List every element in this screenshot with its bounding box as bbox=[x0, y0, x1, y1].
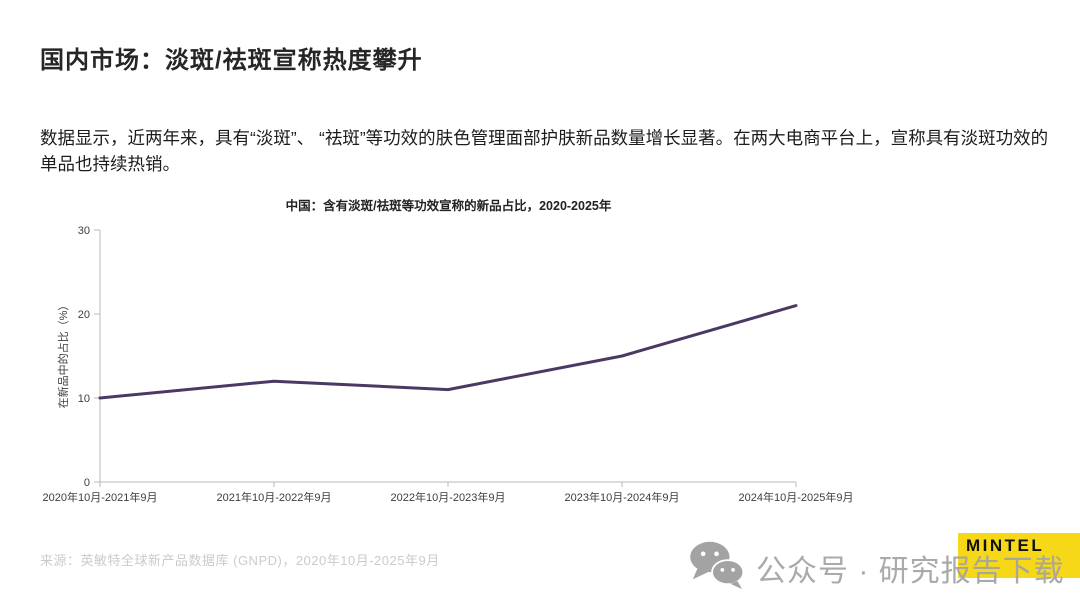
svg-text:2020年10月-2021年9月: 2020年10月-2021年9月 bbox=[43, 490, 158, 504]
svg-text:20: 20 bbox=[78, 309, 90, 321]
svg-text:2023年10月-2024年9月: 2023年10月-2024年9月 bbox=[565, 490, 680, 504]
page-title: 国内市场：淡斑/祛斑宣称热度攀升 bbox=[40, 47, 423, 74]
mintel-logo: MINTEL bbox=[958, 533, 1080, 578]
mintel-wordmark: MINTEL bbox=[966, 536, 1045, 555]
chart-title: 中国：含有淡斑/祛斑等功效宣称的新品占比，2020-2025年 bbox=[285, 199, 612, 213]
body-paragraph: 数据显示，近两年来，具有“淡斑”、 “祛斑”等功效的肤色管理面部护肤新品数量增长… bbox=[40, 128, 1049, 174]
svg-text:0: 0 bbox=[84, 477, 90, 489]
source-note: 来源：英敏特全球新产品数据库 (GNPD)，2020年10月-2025年9月 bbox=[40, 553, 440, 568]
svg-text:2022年10月-2023年9月: 2022年10月-2023年9月 bbox=[391, 490, 506, 504]
watermark-text: 公众号 · 研究报告下载 bbox=[756, 554, 1065, 588]
watermark: 公众号 · 研究报告下载 bbox=[688, 540, 1065, 595]
svg-text:2021年10月-2022年9月: 2021年10月-2022年9月 bbox=[217, 490, 332, 504]
svg-text:10: 10 bbox=[78, 393, 90, 405]
wechat-icon bbox=[688, 540, 746, 595]
svg-text:30: 30 bbox=[78, 225, 90, 237]
svg-text:2024年10月-2025年9月: 2024年10月-2025年9月 bbox=[739, 490, 854, 504]
line-chart-svg: 0 10 20 30 2020年10月-2021年9月 2021年10月-2022年9月 2… bbox=[43, 225, 854, 504]
